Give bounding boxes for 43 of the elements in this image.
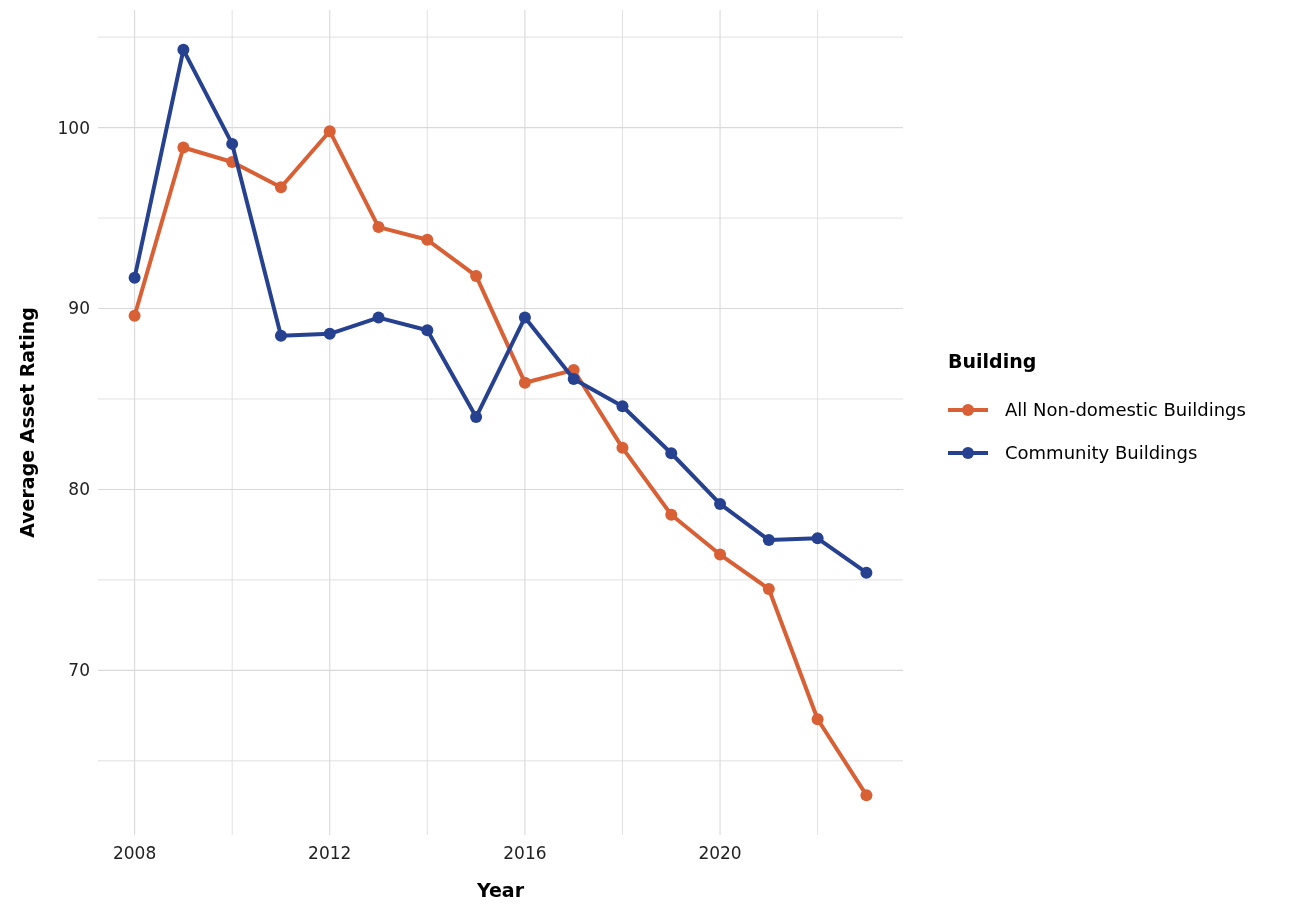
y-tick-label: 100	[57, 117, 90, 138]
point	[177, 141, 190, 154]
point	[665, 508, 678, 521]
y-axis-title: Average Asset Rating	[16, 307, 38, 538]
point	[421, 233, 434, 246]
point	[762, 582, 775, 595]
point	[128, 271, 141, 284]
point	[518, 376, 531, 389]
point	[616, 400, 629, 413]
point	[421, 324, 434, 337]
point	[714, 497, 727, 510]
x-tick-label: 2016	[503, 843, 547, 863]
y-tick-label: 70	[68, 660, 90, 681]
point	[811, 713, 824, 726]
y-tick-label: 90	[68, 298, 90, 319]
point	[274, 329, 287, 342]
x-axis-title: Year	[475, 879, 525, 901]
x-tick-label: 2008	[112, 843, 157, 863]
point	[323, 125, 336, 138]
point	[372, 311, 385, 324]
point	[567, 373, 580, 386]
point	[128, 309, 141, 322]
x-tick-label: 2020	[698, 843, 742, 863]
point	[665, 447, 678, 460]
point	[274, 181, 287, 194]
y-tick-label: 80	[68, 479, 90, 500]
point	[518, 311, 531, 324]
point	[616, 441, 629, 454]
point	[372, 221, 385, 234]
x-tick-label: 2012	[308, 843, 352, 863]
point	[762, 534, 775, 547]
point	[470, 411, 483, 424]
point	[811, 532, 824, 545]
point	[470, 269, 483, 282]
point	[714, 548, 727, 561]
point	[860, 789, 873, 802]
legend-label: All Non-domestic Buildings	[1005, 399, 1246, 421]
legend-label: Community Buildings	[1005, 442, 1198, 464]
point	[226, 137, 239, 150]
point	[860, 566, 873, 579]
legend-title: Building	[948, 350, 1037, 372]
point	[177, 43, 190, 56]
point	[323, 327, 336, 340]
